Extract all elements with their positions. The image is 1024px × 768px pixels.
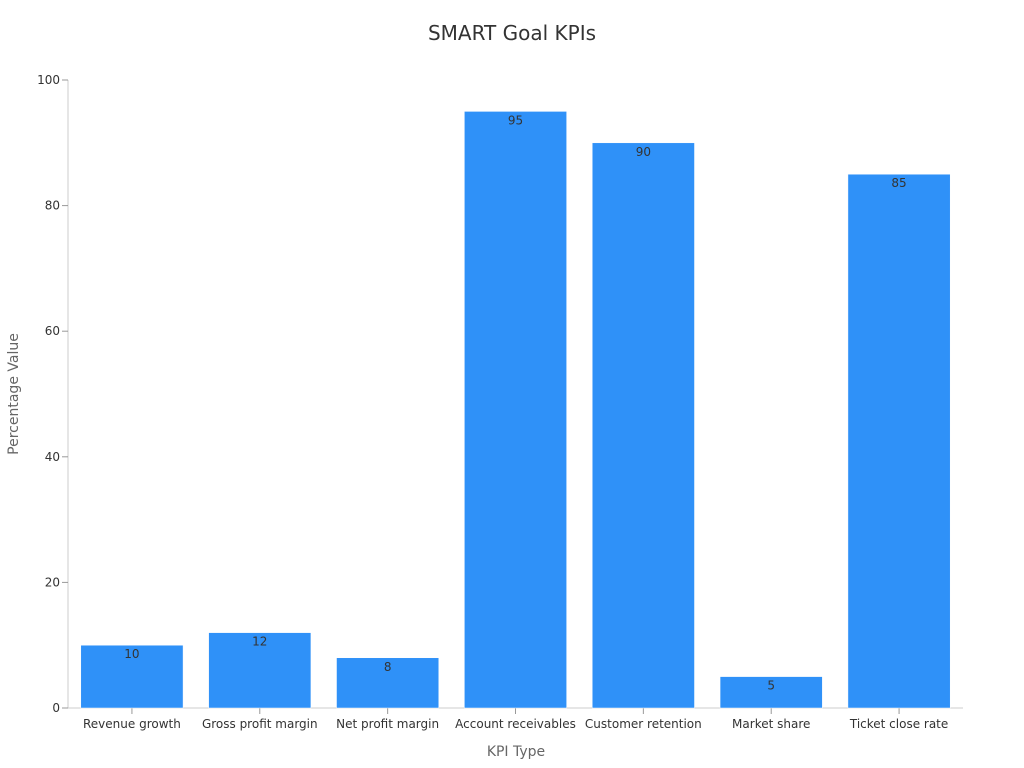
- x-tick-label: Market share: [732, 717, 810, 731]
- y-tick-label: 0: [52, 701, 60, 715]
- x-axis: Revenue growth Gross profit margin Net pro…: [68, 707, 963, 731]
- bar: [847, 173, 951, 709]
- bar: [591, 142, 695, 709]
- bar-value-label: 8: [384, 660, 392, 674]
- bar: [80, 644, 184, 709]
- x-tick-label: Ticket close rate: [849, 717, 948, 731]
- bar: [719, 676, 823, 709]
- chart-title: SMART Goal KPIs: [428, 21, 596, 45]
- data-labels-group: 10 12 8 95 90 5 85: [124, 113, 906, 692]
- y-tick-label: 100: [37, 73, 60, 87]
- y-axis-title: Percentage Value: [6, 333, 22, 455]
- x-tick-label: Gross profit margin: [202, 717, 318, 731]
- y-tick-label: 80: [45, 199, 60, 213]
- bars-group: [80, 111, 951, 709]
- bar-value-label: 5: [767, 679, 775, 693]
- bar-value-label: 95: [508, 113, 523, 127]
- y-tick-label: 20: [45, 575, 60, 589]
- y-tick-label: 60: [45, 324, 60, 338]
- x-tick-label: Net profit margin: [336, 717, 439, 731]
- bar-value-label: 85: [891, 176, 906, 190]
- bar: [464, 111, 567, 709]
- bar-value-label: 90: [636, 145, 651, 159]
- x-tick-label: Customer retention: [585, 717, 702, 731]
- x-tick-label: Revenue growth: [83, 717, 181, 731]
- bar: [208, 632, 312, 709]
- bar-value-label: 12: [252, 635, 267, 649]
- x-axis-title: KPI Type: [487, 744, 545, 760]
- bar-value-label: 10: [124, 647, 139, 661]
- y-tick-label: 40: [45, 450, 60, 464]
- y-axis: 0 20 40 60 80 100: [37, 73, 69, 715]
- bar: [336, 657, 440, 709]
- x-tick-label: Account receivables: [455, 717, 576, 731]
